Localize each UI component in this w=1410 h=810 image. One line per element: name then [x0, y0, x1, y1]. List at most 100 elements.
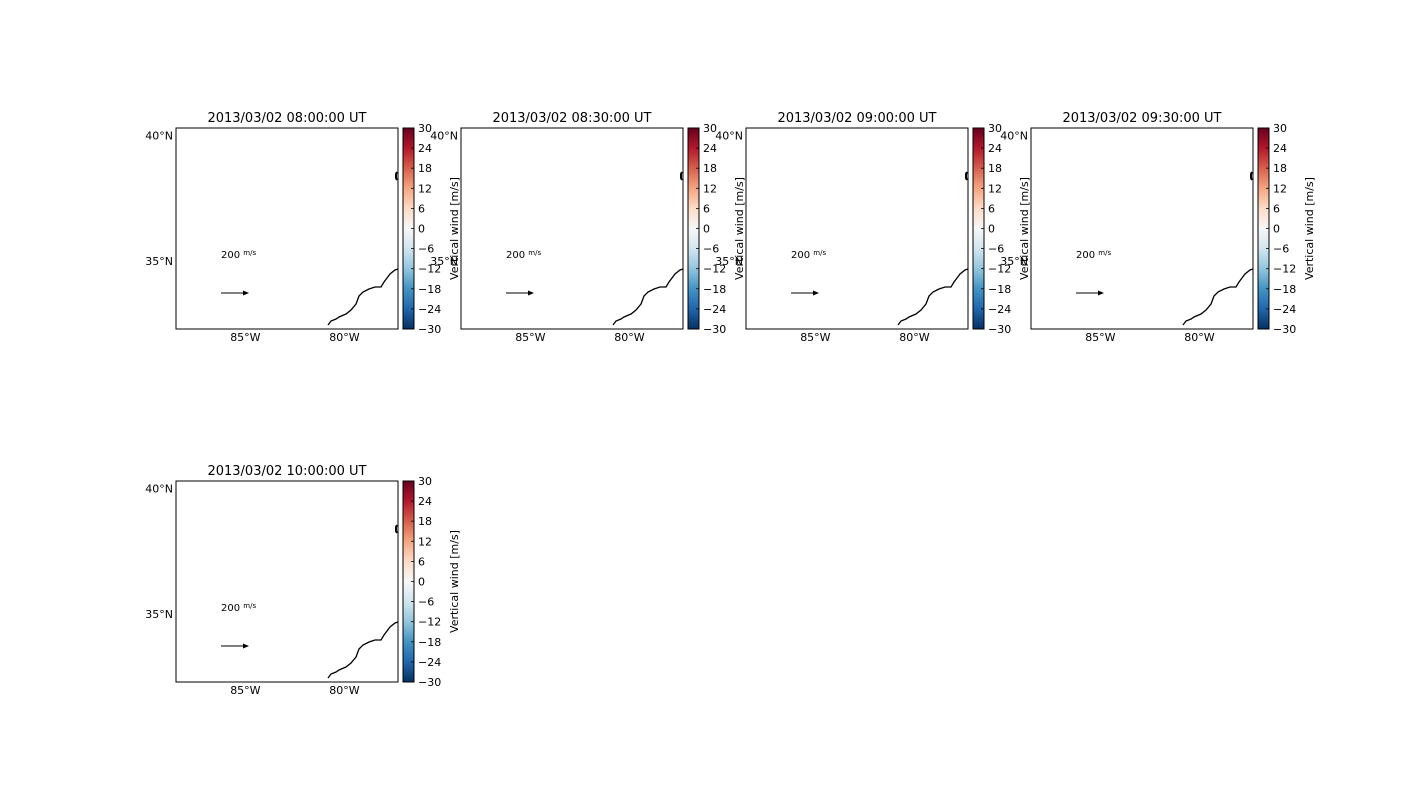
- x-tick-label: 80°W: [899, 331, 929, 344]
- colorbar-label: Vertical wind [m/s]: [1018, 177, 1031, 280]
- colorbar-label: Vertical wind [m/s]: [733, 177, 746, 280]
- colorbar-label: Vertical wind [m/s]: [448, 177, 461, 280]
- colorbar-tick-label: 6: [988, 202, 995, 215]
- y-tick-label: 35°N: [145, 608, 173, 621]
- colorbar-tick-label: −24: [418, 303, 441, 316]
- quiver-key-arrowhead: [813, 290, 819, 296]
- colorbar-tick-label: 24: [703, 142, 717, 155]
- colorbar-tick-label: 0: [418, 576, 425, 589]
- colorbar-tick-label: −18: [988, 283, 1011, 296]
- y-tick-label: 40°N: [715, 130, 743, 143]
- y-tick-label: 35°N: [1000, 255, 1028, 268]
- x-tick-label: 85°W: [230, 684, 260, 697]
- panel-title: 2013/03/02 10:00:00 UT: [207, 464, 366, 479]
- colorbar-tick-label: 6: [418, 202, 425, 215]
- colorbar-tick-label: 6: [418, 555, 425, 568]
- x-tick-label: 85°W: [230, 331, 260, 344]
- colorbar-tick-label: 0: [418, 223, 425, 236]
- coastline: [1182, 268, 1254, 326]
- colorbar-tick-label: −6: [703, 243, 719, 256]
- coastline-island: [680, 171, 683, 181]
- quiver-key-arrowhead: [243, 290, 249, 296]
- quiver-key-unit: m/s: [243, 249, 256, 257]
- colorbar-tick-label: −12: [988, 263, 1011, 276]
- map-axes: [745, 127, 969, 330]
- colorbar-label: Vertical wind [m/s]: [1303, 177, 1316, 280]
- colorbar-tick-label: 24: [418, 495, 432, 508]
- colorbar-tick-label: −12: [418, 616, 441, 629]
- y-tick-label: 35°N: [430, 255, 458, 268]
- colorbar-tick-label: 18: [988, 162, 1002, 175]
- colorbar-tick-label: −12: [418, 263, 441, 276]
- panel-title: 2013/03/02 08:30:00 UT: [492, 111, 651, 126]
- colorbar-tick-label: −18: [1273, 283, 1296, 296]
- quiver-key-unit: m/s: [528, 249, 541, 257]
- colorbar-tick-label: 12: [418, 182, 432, 195]
- colorbar-tick-label: −24: [703, 303, 726, 316]
- y-tick-label: 40°N: [1000, 130, 1028, 143]
- y-tick-label: 40°N: [145, 130, 173, 143]
- x-tick-label: 85°W: [515, 331, 545, 344]
- colorbar-tick-label: 30: [988, 122, 1002, 135]
- coastline: [327, 621, 399, 679]
- colorbar-tick-label: 12: [1273, 182, 1287, 195]
- colorbar-tick-label: −30: [1273, 323, 1296, 336]
- y-tick-label: 35°N: [145, 255, 173, 268]
- colorbar-tick-label: 30: [703, 122, 717, 135]
- colorbar-tick-label: 12: [703, 182, 717, 195]
- coastline-island: [965, 171, 968, 181]
- colorbar-tick-label: 12: [988, 182, 1002, 195]
- colorbar-tick-label: −6: [418, 596, 434, 609]
- colorbar-tick-label: −24: [988, 303, 1011, 316]
- y-tick-label: 35°N: [715, 255, 743, 268]
- map-axes: [175, 480, 399, 683]
- colorbar-tick-label: 30: [1273, 122, 1287, 135]
- colorbar-tick-label: −6: [418, 243, 434, 256]
- colorbar-tick-label: −6: [1273, 243, 1289, 256]
- colorbar-tick-label: 12: [418, 535, 432, 548]
- colorbar-tick-label: −12: [1273, 263, 1296, 276]
- map-axes: [1030, 127, 1254, 330]
- panel-title: 2013/03/02 08:00:00 UT: [207, 111, 366, 126]
- map-axes: [175, 127, 399, 330]
- x-tick-label: 80°W: [614, 331, 644, 344]
- colorbar-tick-label: 6: [1273, 202, 1280, 215]
- colorbar-tick-label: 24: [418, 142, 432, 155]
- colorbar-tick-label: 18: [703, 162, 717, 175]
- colorbar-tick-label: 24: [988, 142, 1002, 155]
- colorbar-label: Vertical wind [m/s]: [448, 530, 461, 633]
- coastline-island: [395, 524, 398, 534]
- coastline: [612, 268, 684, 326]
- colorbar-tick-label: −18: [703, 283, 726, 296]
- colorbar-tick-label: 24: [1273, 142, 1287, 155]
- colorbar-tick-label: 30: [418, 475, 432, 488]
- coastline: [897, 268, 969, 326]
- panel-title: 2013/03/02 09:00:00 UT: [777, 111, 936, 126]
- colorbar-tick-label: −24: [418, 656, 441, 669]
- x-tick-label: 80°W: [1184, 331, 1214, 344]
- quiver-key-arrowhead: [243, 643, 249, 649]
- x-tick-label: 85°W: [1085, 331, 1115, 344]
- y-tick-label: 40°N: [145, 483, 173, 496]
- colorbar-tick-label: −30: [988, 323, 1011, 336]
- map-axes: [460, 127, 684, 330]
- colorbar-tick-label: 6: [703, 202, 710, 215]
- colorbar-tick-label: −12: [703, 263, 726, 276]
- colorbar-tick-label: −6: [988, 243, 1004, 256]
- colorbar-tick-label: 30: [418, 122, 432, 135]
- coastline-island: [1250, 171, 1253, 181]
- quiver-key-unit: m/s: [813, 249, 826, 257]
- colorbar-tick-label: 0: [1273, 223, 1280, 236]
- colorbar-tick-label: −24: [1273, 303, 1296, 316]
- quiver-key-unit: m/s: [243, 602, 256, 610]
- y-tick-label: 40°N: [430, 130, 458, 143]
- x-tick-label: 85°W: [800, 331, 830, 344]
- coastline: [327, 268, 399, 326]
- colorbar-tick-label: −30: [418, 676, 441, 689]
- colorbar-tick-label: 18: [418, 515, 432, 528]
- colorbar-tick-label: −18: [418, 636, 441, 649]
